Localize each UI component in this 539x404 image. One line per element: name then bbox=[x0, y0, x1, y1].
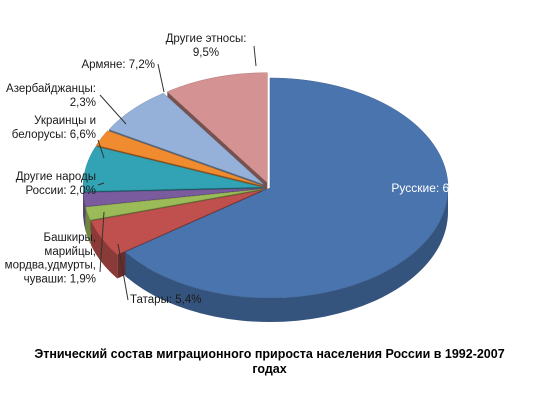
data-label-line: Украинцы и bbox=[34, 115, 96, 127]
data-label-0: Русские: 65,1% bbox=[391, 181, 477, 195]
pie-slice-side bbox=[85, 207, 91, 244]
pie-slice-5 bbox=[95, 130, 262, 186]
data-label-2: Башкиры, марийцы, мордва,удмурты, чуваши: 1… bbox=[5, 232, 96, 285]
pie-slice-6 bbox=[108, 92, 264, 185]
pie-slice-side bbox=[83, 192, 86, 231]
leader-line bbox=[99, 211, 105, 273]
data-labels: Русские: 65,1% Татары: 5,4% Башкиры, марийц… bbox=[5, 33, 477, 306]
data-label-3: Другие народы России: 2,0% bbox=[16, 171, 96, 197]
pie-slice-2 bbox=[85, 188, 262, 221]
data-label-line: белорусы: 6,6% bbox=[12, 129, 96, 141]
leader-line bbox=[253, 45, 257, 67]
data-label-line: Другие народы bbox=[16, 171, 96, 183]
data-label-line: Азербайджанцы: bbox=[6, 83, 96, 95]
data-label-1: Татары: 5,4% bbox=[130, 294, 201, 306]
pie-slice-3 bbox=[82, 188, 262, 207]
pie-slice-side bbox=[125, 188, 449, 323]
leader-line bbox=[97, 182, 105, 186]
data-label-6: Армяне: 7,2% bbox=[81, 59, 155, 71]
leader-line bbox=[157, 63, 165, 93]
leader-line bbox=[97, 139, 105, 159]
pie-slice-4 bbox=[82, 146, 262, 192]
data-label-line: марийцы, bbox=[44, 246, 96, 258]
data-label-line: мордва,удмурты, bbox=[5, 260, 96, 272]
pie-slice-side bbox=[90, 221, 118, 279]
leader-line bbox=[117, 243, 129, 301]
pie-slice-7 bbox=[166, 72, 268, 184]
data-label-line: Башкиры, bbox=[44, 232, 96, 244]
data-label-line: Русские: 65,1% bbox=[391, 181, 477, 195]
data-label-7: Другие этносы: 9,5% bbox=[166, 33, 247, 59]
chart-title: Этнический состав миграционного прироста… bbox=[34, 347, 505, 376]
data-label-line: 2,3% bbox=[70, 97, 96, 109]
pie-slices bbox=[82, 72, 449, 299]
data-label-line: Другие этносы: bbox=[166, 33, 247, 45]
data-label-line: Армяне: 7,2% bbox=[81, 59, 155, 71]
leader-lines bbox=[97, 45, 257, 301]
pie-slice-0 bbox=[124, 77, 449, 299]
data-label-line: чуваши: 1,9% bbox=[24, 273, 96, 285]
data-label-line: России: 2,0% bbox=[25, 185, 96, 197]
leader-line bbox=[99, 94, 127, 125]
data-label-4: Украинцы и белорусы: 6,6% bbox=[12, 115, 96, 141]
data-label-5: Азербайджанцы: 2,3% bbox=[6, 83, 96, 109]
data-label-line: 9,5% bbox=[193, 47, 219, 59]
data-label-line: Татары: 5,4% bbox=[130, 294, 201, 306]
